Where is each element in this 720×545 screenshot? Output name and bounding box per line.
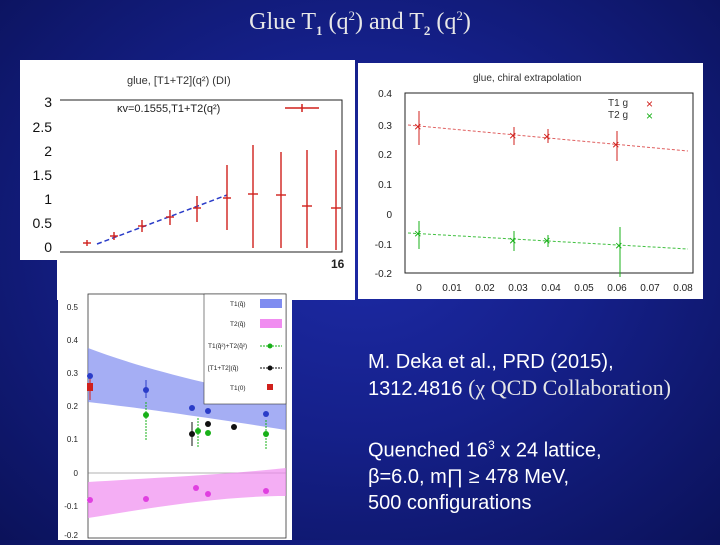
slide-title: Glue T1 (q2) and T2 (q2) <box>249 8 471 38</box>
svg-text:0.02: 0.02 <box>475 283 495 294</box>
plot2-yticks: 0.4 0.3 0.2 0.1 0 -0.1 -0.2 <box>375 89 393 280</box>
svg-text:-0.1: -0.1 <box>375 240 393 251</box>
svg-text:×: × <box>543 129 551 144</box>
citation-block: M. Deka et al., PRD (2015), 1312.4816 (χ… <box>368 349 671 402</box>
plot-chiral-extrapolation: glue, chiral extrapolation 0.4 0.3 0.2 0… <box>358 63 703 299</box>
plot2-xticks: 0 0.01 0.02 0.03 0.04 0.05 0.06 0.07 0.0… <box>416 283 693 294</box>
svg-text:×: × <box>543 233 551 248</box>
plot1-points <box>83 145 341 250</box>
plot1-xtick-16: 16 <box>331 257 345 271</box>
svg-text:0.05: 0.05 <box>574 283 594 294</box>
svg-text:0.1: 0.1 <box>378 180 392 191</box>
svg-text:×: × <box>509 128 517 143</box>
svg-text:×: × <box>414 226 422 241</box>
plot2-t1-points: × × × × <box>414 111 620 161</box>
svg-text:0.3: 0.3 <box>67 369 79 378</box>
citation-arxiv: 1312.4816 <box>368 378 463 400</box>
svg-text:0.1: 0.1 <box>67 435 79 444</box>
svg-text:T1(q̂): T1(q̂) <box>230 301 246 308</box>
plot3-ytick-labels: 0.5 0.4 0.3 0.2 0.1 0 -0.1 -0.2 <box>58 290 80 540</box>
plot2-title: glue, chiral extrapolation <box>473 73 581 84</box>
svg-text:×: × <box>509 233 517 248</box>
svg-text:0.07: 0.07 <box>640 283 660 294</box>
svg-text:0: 0 <box>416 283 422 294</box>
svg-text:0: 0 <box>386 210 392 221</box>
svg-text:2: 2 <box>44 143 52 159</box>
plot1-legend: κv=0.1555,T1+T2(q²) <box>117 103 220 115</box>
svg-text:0.2: 0.2 <box>378 150 392 161</box>
svg-text:T2(q̂): T2(q̂) <box>230 321 246 328</box>
svg-text:0: 0 <box>44 239 52 255</box>
svg-text:3: 3 <box>44 94 52 110</box>
svg-text:0.06: 0.06 <box>607 283 627 294</box>
plot2-t2-points: × × × × <box>414 221 623 277</box>
svg-text:[T1+T2](q̂): [T1+T2](q̂) <box>208 365 239 372</box>
lattice-info: Quenched 163 x 24 lattice, β=6.0, m∏ ≥ 4… <box>368 438 602 514</box>
svg-text:0.2: 0.2 <box>67 402 79 411</box>
plot-bands: 0.5 T1(q̂) T2(q̂) T1(q̂²)+T2(q̂²) [T1+T2… <box>67 290 292 540</box>
plot3-legend: T1(q̂) T2(q̂) T1(q̂²)+T2(q̂²) [T1+T2](q̂… <box>208 301 247 392</box>
svg-text:0.08: 0.08 <box>673 283 693 294</box>
svg-text:T1(q̂²)+T2(q̂²): T1(q̂²)+T2(q̂²) <box>208 343 247 350</box>
plot-t1-plus-t2: glue, [T1+T2](q²) (DI) 3 κv=0.1555,T1+T2… <box>42 60 355 300</box>
svg-text:0.5: 0.5 <box>67 303 79 312</box>
plot3-pink-band <box>88 468 286 518</box>
svg-text:×: × <box>646 109 653 123</box>
plot1-title: glue, [T1+T2](q²) (DI) <box>127 75 231 87</box>
svg-text:0.01: 0.01 <box>442 283 462 294</box>
svg-text:×: × <box>646 97 653 111</box>
plot1-fit-line <box>96 194 228 245</box>
citation-line1: M. Deka et al., PRD (2015), <box>368 351 614 373</box>
svg-text:1: 1 <box>44 191 52 207</box>
svg-text:0.4: 0.4 <box>67 336 79 345</box>
svg-text:T1(0): T1(0) <box>230 385 246 392</box>
svg-text:0.03: 0.03 <box>508 283 528 294</box>
plot1-yaxis-labels: 3 2.5 2 1.5 1 0.5 0 <box>20 60 60 260</box>
svg-text:0.3: 0.3 <box>378 121 392 132</box>
svg-text:0.5: 0.5 <box>33 215 53 231</box>
svg-text:0.4: 0.4 <box>378 89 392 100</box>
svg-text:-0.2: -0.2 <box>375 269 393 280</box>
svg-text:×: × <box>612 137 620 152</box>
svg-text:1.5: 1.5 <box>33 167 53 183</box>
svg-text:0: 0 <box>74 469 79 478</box>
collaboration-name: (χ QCD Collaboration) <box>468 375 671 400</box>
plot3-points <box>87 373 269 503</box>
svg-text:-0.1: -0.1 <box>64 502 78 511</box>
config-count: 500 configurations <box>368 491 532 514</box>
svg-text:0.04: 0.04 <box>541 283 561 294</box>
plot2-legend-t1: T1 g <box>608 98 628 109</box>
svg-text:×: × <box>615 238 623 253</box>
plot2-legend-t2: T2 g <box>608 110 628 121</box>
svg-text:2.5: 2.5 <box>33 119 53 135</box>
svg-text:×: × <box>414 119 422 134</box>
svg-text:-0.2: -0.2 <box>64 531 78 540</box>
plot3-blue-band <box>88 348 286 430</box>
lattice-params: β=6.0, m∏ ≥ 478 MeV, <box>368 465 570 488</box>
